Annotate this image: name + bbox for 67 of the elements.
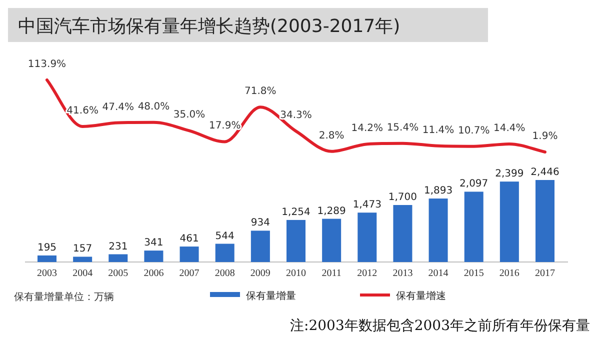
data-label: 1,254: [282, 206, 310, 218]
bar: [322, 218, 342, 262]
data-label: 41.6%: [66, 105, 98, 116]
data-label: 1,289: [317, 206, 346, 217]
bar: [144, 250, 164, 262]
x-tick-label: 2006: [144, 268, 164, 279]
data-label: 14.2%: [351, 123, 384, 134]
data-label: 2.8%: [318, 130, 344, 142]
x-tick-label: 2007: [179, 268, 200, 279]
data-label: 157: [73, 244, 92, 255]
bar: [500, 182, 519, 262]
bar: [393, 205, 412, 262]
x-tick-label: 2014: [428, 268, 448, 279]
bar: [464, 192, 484, 262]
data-label: 1,893: [424, 186, 453, 197]
bar: [250, 230, 270, 262]
bar: [215, 244, 234, 262]
data-label: 195: [37, 242, 57, 254]
data-label: 1.9%: [532, 131, 558, 142]
data-label: 2,097: [460, 178, 488, 190]
bar: [108, 254, 128, 262]
data-label: 34.3%: [280, 110, 312, 122]
x-tick-label: 2005: [108, 268, 128, 279]
data-label: 341: [144, 238, 164, 249]
data-label: 47.4%: [102, 102, 134, 113]
bar: [536, 180, 554, 262]
x-tick-label: 2003: [37, 268, 57, 279]
data-label: 71.8%: [244, 86, 276, 98]
x-tick-label: 2012: [357, 268, 378, 279]
bar: [428, 198, 448, 262]
bar: [73, 256, 92, 262]
x-tick-label: 2004: [72, 268, 93, 279]
data-label: 1,473: [352, 200, 382, 211]
data-label: 2,446: [530, 167, 560, 178]
legend-label: 保有量增速: [396, 290, 446, 302]
x-tick-label: 2016: [499, 268, 520, 279]
data-label: 544: [215, 230, 234, 242]
x-tick-label: 2011: [322, 268, 342, 279]
data-label: 2,399: [495, 168, 524, 180]
chart-title: 中国汽车市场保有量年增长趋势(2003-2017年): [18, 16, 400, 37]
data-label: 11.4%: [422, 124, 454, 136]
data-label: 35.0%: [173, 110, 206, 121]
data-label: 14.4%: [494, 122, 526, 134]
legend-label: 保有量增量: [246, 290, 296, 302]
x-tick-label: 2008: [214, 268, 235, 279]
data-label: 1,700: [388, 192, 418, 204]
data-label: 231: [108, 241, 128, 252]
x-tick-label: 2010: [286, 268, 306, 279]
bar: [180, 246, 199, 262]
legend: 保有量增量: [210, 291, 296, 302]
x-tick-label: 2017: [535, 268, 555, 279]
data-label: 48.0%: [138, 101, 170, 112]
data-label: 934: [250, 218, 270, 229]
x-tick-label: 2015: [464, 268, 484, 279]
data-label: 461: [180, 234, 199, 245]
x-tick-label: 2009: [250, 268, 270, 279]
bar: [286, 220, 306, 262]
data-label: 15.4%: [386, 122, 419, 134]
data-label: 10.7%: [458, 125, 490, 136]
text: 保有量增量单位：万辆: [14, 291, 114, 303]
data-label: 17.9%: [208, 120, 241, 132]
data-label: 113.9%: [28, 59, 66, 70]
bar: [358, 212, 377, 262]
bar: [38, 255, 56, 262]
x-tick-label: 2013: [392, 268, 413, 279]
text: 注:2003年数据包含2003年之前所有年份保有量: [290, 318, 590, 334]
legend: 保有量增速: [360, 291, 446, 302]
